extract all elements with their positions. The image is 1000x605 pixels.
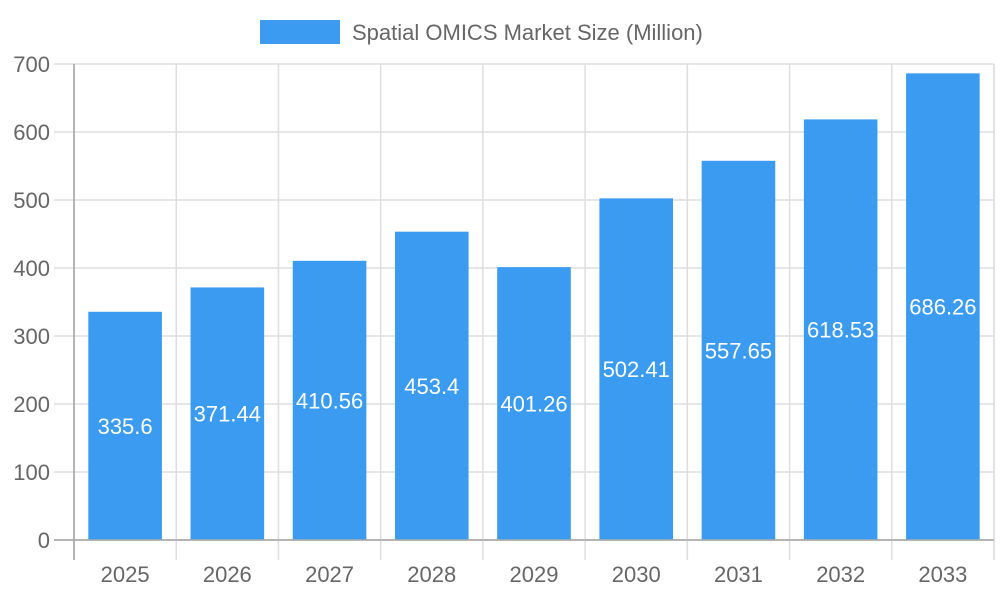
y-tick-label: 0 [38,528,50,553]
x-tick-label: 2030 [612,562,661,587]
bar-2031 [701,160,776,540]
x-tick-label: 2027 [305,562,354,587]
x-tick-label: 2025 [101,562,150,587]
y-tick-label: 300 [13,324,50,349]
data-label: 557.65 [705,338,772,363]
x-tick-label: 2029 [510,562,559,587]
y-tick-label: 100 [13,460,50,485]
x-tick-label: 2028 [407,562,456,587]
data-label: 401.26 [500,392,567,417]
data-label: 371.44 [194,402,261,427]
data-label: 502.41 [603,357,670,382]
x-tick-label: 2031 [714,562,763,587]
legend-swatch [260,20,340,44]
bar-2025 [88,311,162,540]
bar-2032 [803,119,878,540]
bar-2033 [906,73,980,540]
y-tick-label: 200 [13,392,50,417]
y-tick-label: 400 [13,256,50,281]
y-tick-label: 600 [13,120,50,145]
y-tick-label: 700 [13,52,50,77]
x-tick-label: 2032 [816,562,865,587]
data-label: 618.53 [807,318,874,343]
data-label: 335.6 [98,414,153,439]
bar-2030 [599,198,674,540]
data-label: 686.26 [909,295,976,320]
bar-2029 [497,267,571,540]
y-tick-label: 500 [13,188,50,213]
data-label: 453.4 [404,374,459,399]
bar-2026 [190,287,265,540]
x-tick-label: 2033 [918,562,967,587]
bar-2027 [292,260,367,540]
bar-2028 [394,231,469,541]
x-tick-label: 2026 [203,562,252,587]
legend-label: Spatial OMICS Market Size (Million) [352,20,703,45]
data-label: 410.56 [296,388,363,413]
